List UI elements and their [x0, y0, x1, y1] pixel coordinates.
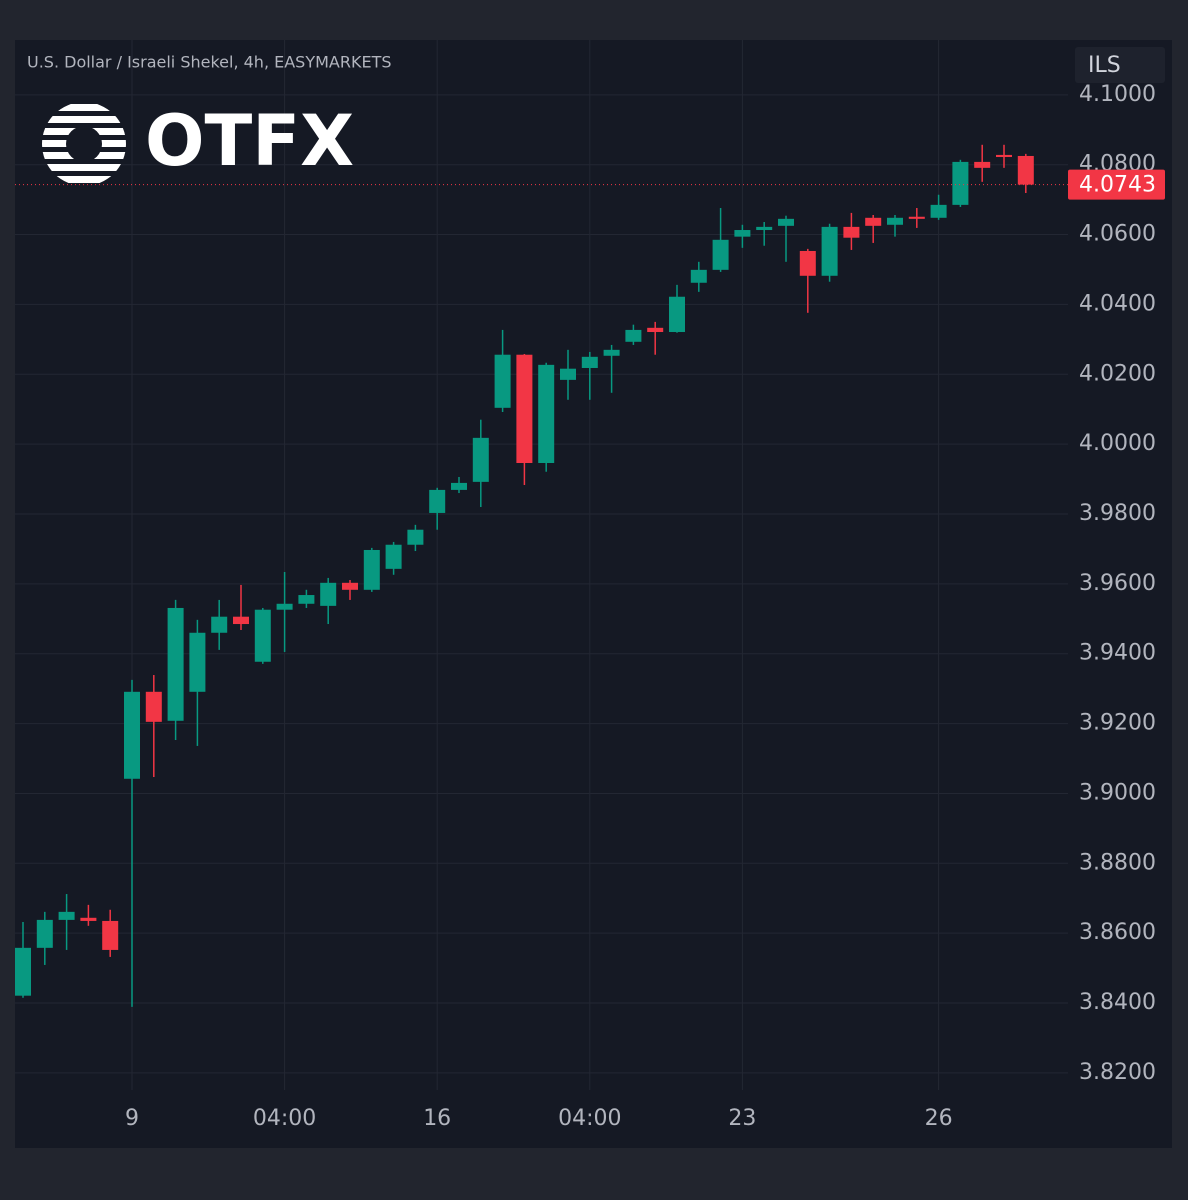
y-tick-label: 4.0200: [1079, 361, 1156, 386]
candle-body: [756, 226, 773, 231]
candle-body: [799, 250, 816, 276]
candle-body: [15, 947, 31, 996]
y-tick-label: 4.0600: [1079, 222, 1156, 247]
y-tick-label: 3.9200: [1079, 711, 1156, 736]
candle-body: [342, 582, 358, 590]
candle-body: [1017, 155, 1034, 185]
candle-body: [211, 616, 228, 633]
candle-body: [167, 607, 184, 721]
candle-body: [908, 216, 925, 219]
candle-body: [102, 920, 119, 950]
y-tick-label: 4.1000: [1079, 82, 1156, 107]
logo-text: OTFX: [145, 100, 354, 182]
candle-body: [124, 691, 140, 779]
candle-body: [80, 917, 97, 921]
candle-body: [451, 482, 467, 490]
y-tick-label: 4.0400: [1079, 291, 1156, 316]
candle-body: [385, 544, 402, 569]
candle-body: [276, 603, 293, 610]
candle-body: [581, 356, 598, 368]
candle-body: [298, 595, 315, 604]
x-tick-label: 9: [125, 1106, 139, 1131]
candle-body: [690, 269, 707, 283]
candle-body: [625, 329, 642, 342]
candle-body: [887, 217, 903, 225]
candle-body: [647, 327, 664, 333]
candle-body: [145, 691, 162, 722]
candle-body: [407, 529, 424, 545]
candle-body: [778, 218, 794, 226]
x-tick-label: 04:00: [253, 1106, 316, 1131]
candle-body: [58, 911, 75, 920]
last-price-label: 4.0743: [1079, 173, 1156, 198]
y-tick-label: 3.8800: [1079, 850, 1156, 875]
y-tick-label: 3.9000: [1079, 780, 1156, 805]
x-tick-label: 04:00: [558, 1106, 621, 1131]
x-tick-label: 26: [925, 1106, 953, 1131]
candle-body: [974, 161, 991, 168]
candle-body: [843, 226, 860, 238]
candle-body: [712, 239, 729, 270]
candles: [15, 144, 1034, 1007]
candle-body: [320, 582, 337, 606]
candle-body: [233, 616, 249, 625]
currency-label: ILS: [1088, 53, 1121, 78]
candle-body: [36, 919, 53, 948]
candle-body: [603, 349, 620, 356]
y-tick-label: 3.9600: [1079, 571, 1156, 596]
y-tick-label: 4.0000: [1079, 431, 1156, 456]
candle-body: [254, 609, 271, 662]
candle-body: [516, 354, 533, 464]
chart-title: U.S. Dollar / Israeli Shekel, 4h, EASYMA…: [27, 53, 392, 72]
candle-body: [821, 226, 838, 276]
x-tick-label: 23: [728, 1106, 756, 1131]
candle-body: [996, 154, 1012, 158]
candle-body: [472, 437, 489, 482]
y-tick-label: 3.8400: [1079, 990, 1156, 1015]
candle-body: [189, 632, 206, 692]
y-tick-label: 3.9800: [1079, 501, 1156, 526]
candle-body: [952, 161, 969, 205]
candle-body: [429, 489, 446, 513]
currency-box: [1075, 47, 1165, 83]
candle-body: [560, 368, 576, 380]
candle-body: [494, 354, 511, 408]
logo: OTFX: [42, 100, 354, 183]
panel: [15, 40, 1172, 1148]
candle-body: [734, 230, 751, 237]
x-tick-label: 16: [423, 1106, 451, 1131]
y-tick-label: 3.8200: [1079, 1060, 1156, 1085]
last-price-box: [1068, 169, 1165, 200]
candle-body: [538, 364, 555, 464]
candle-body: [363, 549, 380, 590]
candle-body: [865, 217, 882, 226]
y-tick-label: 3.8600: [1079, 920, 1156, 945]
y-tick-label: 3.9400: [1079, 641, 1156, 666]
candle-body: [669, 296, 685, 333]
candle-body: [930, 204, 947, 218]
